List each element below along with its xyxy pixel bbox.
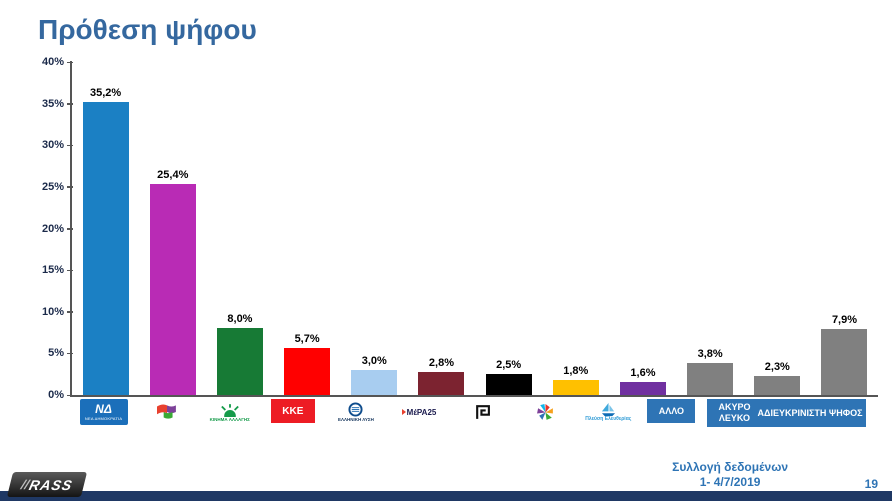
bar-value-label: 35,2% [89, 87, 122, 99]
nd-monogram: ΝΔ [95, 402, 112, 416]
y-axis-tick-label: 20% [22, 221, 73, 237]
y-axis-tick-label: 35% [22, 96, 73, 112]
kke-label: ΚΚΕ [282, 405, 304, 417]
kinal-sub-label: ΚΙΝΗΜΑ ΑΛΛΑΓΗΣ [209, 416, 250, 422]
bar-column: 1,8% [542, 365, 609, 395]
mera25-label: ΜέΡΑ25 [401, 408, 436, 417]
enosi-kentroon-logo [521, 399, 570, 425]
y-axis-tick-label: 15% [22, 262, 73, 278]
bar-xrysi-avgi [485, 374, 532, 395]
bar-value-label: 5,7% [294, 333, 320, 345]
elliniki-lysi-emblem-icon [348, 402, 363, 417]
bottom-strip [0, 491, 892, 501]
rass-logo-text: RASS [27, 476, 75, 493]
x-axis-line [70, 395, 878, 397]
syriza-flags-icon [156, 404, 176, 420]
bar-column: 7,9% [811, 314, 878, 395]
bar-column: 8,0% [206, 313, 273, 395]
bar-syriza [149, 184, 196, 395]
kinima-allagis-logo: ΚΙΝΗΜΑ ΑΛΛΑΓΗΣ [205, 399, 254, 425]
data-collection-note: Συλλογή δεδομένων 1- 4/7/2019 [672, 460, 788, 489]
data-collection-dates: 1- 4/7/2019 [699, 474, 761, 489]
bar-value-label: 2,3% [764, 361, 790, 373]
bar-value-label: 3,8% [697, 348, 723, 360]
y-axis-tick-label: 25% [22, 179, 73, 195]
bar-akyro-lefko [754, 376, 801, 395]
y-axis: 40% 35% 30% 25% 20% 15% 10% 5% 0% [22, 54, 73, 403]
y-axis-tick-label: 0% [22, 387, 73, 403]
elliniki-lysi-sub-label: ΕΛΛΗΝΙΚΗ ΛΥΣΗ [337, 417, 374, 422]
bar-nea-dimokratia [82, 102, 129, 395]
bar-column: 25,4% [139, 169, 206, 395]
rass-logo: // RASS [6, 472, 88, 497]
y-axis-tick-label: 10% [22, 304, 73, 320]
bar-column: 1,6% [609, 367, 676, 395]
pinwheel-icon [536, 403, 553, 420]
bar-kke [284, 348, 331, 395]
xrysi-avgi-logo [458, 399, 507, 425]
mera25-logo: ΜέΡΑ25 [395, 399, 444, 425]
kinal-sun-icon [220, 403, 239, 417]
bar-value-label: 8,0% [227, 313, 253, 325]
bar-value-label: 1,6% [630, 367, 656, 379]
bar-plefsi-eleftherias [619, 382, 666, 395]
bar-value-label: 1,8% [563, 365, 589, 377]
bar-value-label: 3,0% [361, 355, 387, 367]
bar-column: 3,8% [677, 348, 744, 395]
chart-title: Πρόθεση ψήφου [38, 14, 257, 45]
page-number: 19 [864, 477, 878, 491]
bar-adieukrinisti-psifos [821, 329, 868, 395]
x-axis-labels: ΝΔ ΝΕΑ ΔΗΜΟΚΡΑΤΙΑ [72, 399, 878, 427]
bar-allo [687, 363, 734, 395]
bar-column: 2,3% [744, 361, 811, 395]
elliniki-lysi-logo: ΕΛΛΗΝΙΚΗ ΛΥΣΗ [331, 399, 380, 425]
y-axis-tick-label: 30% [22, 137, 73, 153]
bars-area: 35,2% 25,4% 8,0% 5,7% 3,0% 2,8% 2,5% 1, [72, 62, 878, 395]
bar-column: 3,0% [341, 355, 408, 395]
y-axis-tick-label: 5% [22, 345, 73, 361]
bar-kinima-allagis [216, 328, 263, 395]
data-collection-label: Συλλογή δεδομένων [672, 460, 788, 475]
bar-value-label: 2,8% [428, 357, 454, 369]
adieukrinisti-psifos-label-box: ΑΔΙΕΥΚΡΙΝΙΣΤΗ ΨΗΦΟΣ [754, 399, 867, 427]
bar-elliniki-lysi [351, 370, 398, 395]
nea-dimokratia-logo: ΝΔ ΝΕΑ ΔΗΜΟΚΡΑΤΙΑ [79, 399, 128, 425]
kke-logo: ΚΚΕ [270, 399, 315, 423]
nd-sub-label: ΝΕΑ ΔΗΜΟΚΡΑΤΙΑ [84, 416, 123, 421]
akyro-lefko-label-box: ΑΚΥΡΟ ΛΕΥΚΟ [707, 399, 762, 427]
mera25-accent-icon [401, 408, 406, 415]
bar-column: 2,5% [475, 359, 542, 395]
bar-value-label: 7,9% [831, 314, 858, 326]
bar-column: 2,8% [408, 357, 475, 395]
bar-enosi-kentroon [552, 380, 599, 395]
syriza-logo [142, 399, 191, 425]
bar-value-label: 25,4% [157, 169, 189, 181]
plefsi-eleftherias-logo: Πλεύση Ελευθερίας [584, 399, 633, 425]
y-axis-line [70, 61, 72, 396]
plefsi-sub-label: Πλεύση Ελευθερίας [585, 415, 632, 422]
meander-icon [475, 404, 490, 419]
bar-column: 5,7% [274, 333, 341, 395]
allo-label-box: ΑΛΛΟ [647, 399, 696, 423]
bar-mera25 [418, 372, 465, 395]
bar-column: 35,2% [72, 87, 139, 395]
bar-value-label: 2,5% [496, 359, 522, 371]
y-axis-tick-label: 40% [22, 54, 73, 70]
sailboat-icon [601, 402, 615, 416]
